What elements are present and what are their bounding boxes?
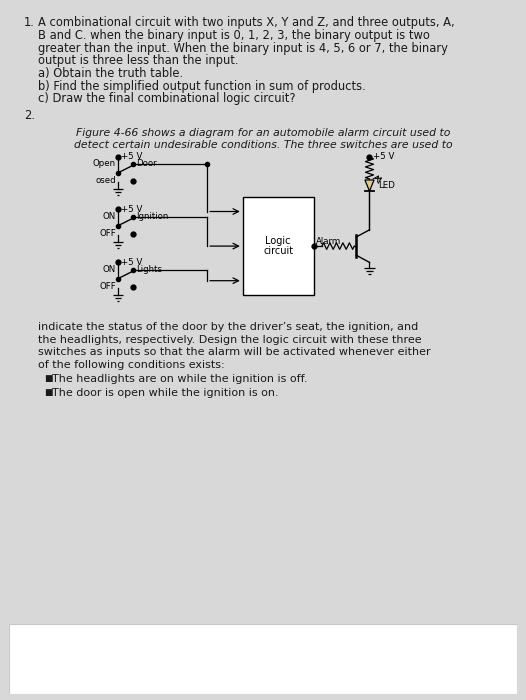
Text: 1.: 1.: [24, 16, 35, 29]
Text: ON: ON: [103, 265, 116, 274]
Text: a) Obtain the truth table.: a) Obtain the truth table.: [38, 67, 183, 80]
Text: B and C. when the binary input is 0, 1, 2, 3, the binary output is two: B and C. when the binary input is 0, 1, …: [38, 29, 430, 42]
Text: indicate the status of the door by the driver’s seat, the ignition, and: indicate the status of the door by the d…: [38, 323, 418, 332]
Text: ON: ON: [103, 212, 116, 221]
Text: +5 V: +5 V: [121, 258, 143, 267]
Text: detect certain undesirable conditions. The three switches are used to: detect certain undesirable conditions. T…: [74, 140, 452, 150]
Text: c) Draw the final combinational logic circuit?: c) Draw the final combinational logic ci…: [38, 92, 296, 106]
FancyBboxPatch shape: [9, 624, 517, 694]
Text: 2.: 2.: [24, 109, 35, 122]
Text: OFF: OFF: [99, 282, 116, 291]
Text: Alarm: Alarm: [316, 237, 341, 246]
Text: A combinational circuit with two inputs X, Y and Z, and three outputs, A,: A combinational circuit with two inputs …: [38, 16, 454, 29]
Text: Figure 4-66 shows a diagram for an automobile alarm circuit used to: Figure 4-66 shows a diagram for an autom…: [76, 127, 450, 138]
Text: ■: ■: [44, 388, 53, 397]
Text: greater than the input. When the binary input is 4, 5, 6 or 7, the binary: greater than the input. When the binary …: [38, 41, 448, 55]
Text: LED: LED: [378, 181, 395, 190]
Text: OFF: OFF: [99, 230, 116, 239]
Text: +5 V: +5 V: [121, 152, 143, 161]
Text: +5 V: +5 V: [372, 152, 394, 161]
Text: output is three less than the input.: output is three less than the input.: [38, 55, 238, 67]
Text: Door: Door: [136, 159, 157, 168]
Text: Logic: Logic: [266, 236, 291, 246]
Text: +5 V: +5 V: [121, 205, 143, 214]
Text: ■: ■: [44, 374, 53, 384]
Text: The headlights are on while the ignition is off.: The headlights are on while the ignition…: [52, 374, 308, 384]
Text: circuit: circuit: [263, 246, 294, 256]
FancyBboxPatch shape: [242, 197, 313, 295]
Text: osed: osed: [95, 176, 116, 186]
Text: b) Find the simplified output function in sum of products.: b) Find the simplified output function i…: [38, 80, 366, 92]
Text: switches as inputs so that the alarm will be activated whenever either: switches as inputs so that the alarm wil…: [38, 347, 430, 358]
Text: Ignition: Ignition: [136, 212, 169, 221]
Text: the headlights, respectively. Design the logic circuit with these three: the headlights, respectively. Design the…: [38, 335, 421, 345]
Polygon shape: [365, 180, 374, 191]
Text: Open: Open: [93, 159, 116, 168]
Text: The door is open while the ignition is on.: The door is open while the ignition is o…: [52, 388, 279, 398]
Text: of the following conditions exists:: of the following conditions exists:: [38, 360, 225, 370]
Text: Lights: Lights: [136, 265, 162, 274]
